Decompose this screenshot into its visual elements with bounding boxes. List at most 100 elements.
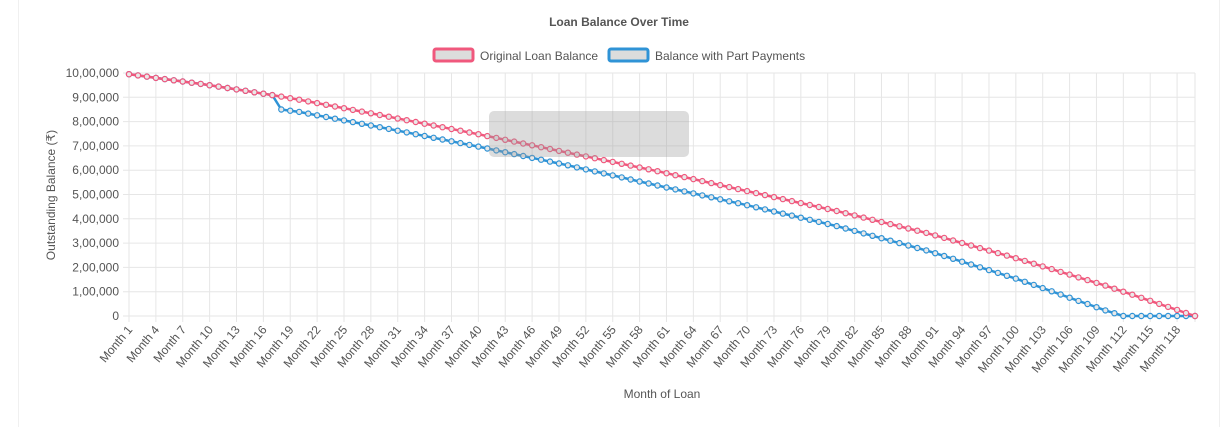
- data-point[interactable]: [600, 156, 608, 164]
- data-point[interactable]: [511, 150, 518, 158]
- data-point[interactable]: [511, 138, 518, 145]
- data-point[interactable]: [448, 138, 455, 145]
- data-point[interactable]: [1146, 312, 1154, 320]
- data-point[interactable]: [564, 149, 572, 156]
- data-point[interactable]: [340, 117, 348, 124]
- data-point[interactable]: [1129, 291, 1136, 298]
- data-point[interactable]: [188, 79, 195, 86]
- data-point[interactable]: [457, 139, 464, 147]
- data-point[interactable]: [734, 185, 742, 193]
- data-point[interactable]: [1138, 294, 1145, 301]
- data-point[interactable]: [376, 123, 383, 131]
- data-point[interactable]: [726, 183, 733, 191]
- data-point[interactable]: [1084, 300, 1091, 308]
- data-point[interactable]: [376, 111, 383, 119]
- data-point[interactable]: [1164, 312, 1172, 320]
- data-point[interactable]: [690, 175, 697, 183]
- data-point[interactable]: [331, 103, 339, 110]
- data-point[interactable]: [1164, 303, 1172, 311]
- data-point[interactable]: [905, 225, 912, 232]
- data-point[interactable]: [815, 218, 823, 226]
- data-point[interactable]: [1066, 271, 1073, 278]
- data-point[interactable]: [394, 127, 401, 134]
- data-point[interactable]: [600, 170, 608, 177]
- data-point[interactable]: [206, 81, 213, 89]
- data-point[interactable]: [761, 191, 769, 199]
- data-point[interactable]: [215, 83, 222, 90]
- data-point[interactable]: [555, 147, 563, 155]
- data-point[interactable]: [654, 182, 661, 189]
- data-point[interactable]: [941, 252, 948, 260]
- data-point[interactable]: [941, 234, 948, 242]
- data-point[interactable]: [806, 201, 814, 209]
- data-point[interactable]: [439, 123, 446, 131]
- data-point[interactable]: [591, 154, 599, 162]
- data-point[interactable]: [555, 160, 563, 167]
- data-point[interactable]: [125, 70, 133, 78]
- legend-label-original[interactable]: Original Loan Balance: [480, 49, 598, 63]
- data-point[interactable]: [1003, 272, 1011, 279]
- data-point[interactable]: [743, 187, 751, 195]
- legend-swatch-original[interactable]: [432, 47, 475, 63]
- data-point[interactable]: [761, 206, 769, 213]
- data-point[interactable]: [1048, 288, 1055, 295]
- data-point[interactable]: [502, 136, 509, 143]
- legend-label-part-payments[interactable]: Balance with Part Payments: [655, 49, 805, 63]
- data-point[interactable]: [367, 110, 375, 117]
- data-point[interactable]: [824, 220, 831, 228]
- data-point[interactable]: [636, 164, 643, 171]
- data-point[interactable]: [322, 113, 330, 121]
- data-point[interactable]: [833, 222, 840, 230]
- data-point[interactable]: [869, 232, 876, 239]
- data-point[interactable]: [1012, 255, 1020, 262]
- data-point[interactable]: [233, 86, 240, 93]
- data-point[interactable]: [296, 96, 303, 103]
- data-point[interactable]: [546, 158, 554, 165]
- data-point[interactable]: [421, 132, 428, 140]
- data-point[interactable]: [717, 181, 724, 189]
- data-point[interactable]: [896, 223, 903, 230]
- data-point[interactable]: [1003, 252, 1011, 259]
- data-point[interactable]: [681, 188, 688, 195]
- data-point[interactable]: [806, 216, 814, 223]
- data-point[interactable]: [331, 115, 339, 122]
- data-point[interactable]: [860, 214, 867, 221]
- data-point[interactable]: [788, 212, 796, 219]
- data-point[interactable]: [466, 129, 473, 136]
- data-point[interactable]: [878, 218, 885, 226]
- data-point[interactable]: [833, 207, 840, 215]
- data-point[interactable]: [493, 147, 500, 154]
- data-point[interactable]: [887, 220, 894, 228]
- data-point[interactable]: [923, 229, 930, 237]
- data-point[interactable]: [609, 172, 616, 179]
- data-point[interactable]: [726, 198, 733, 205]
- data-point[interactable]: [627, 176, 634, 183]
- data-point[interactable]: [994, 249, 1002, 257]
- data-point[interactable]: [358, 120, 366, 128]
- data-point[interactable]: [484, 132, 491, 140]
- data-point[interactable]: [949, 255, 957, 262]
- data-point[interactable]: [1111, 310, 1118, 317]
- data-point[interactable]: [967, 242, 975, 249]
- data-point[interactable]: [1111, 285, 1118, 292]
- data-point[interactable]: [1039, 284, 1046, 292]
- data-point[interactable]: [1120, 312, 1127, 320]
- data-point[interactable]: [537, 156, 545, 163]
- data-point[interactable]: [842, 225, 849, 232]
- data-point[interactable]: [313, 99, 321, 107]
- data-point[interactable]: [152, 74, 160, 82]
- data-point[interactable]: [349, 106, 357, 114]
- data-point[interactable]: [269, 91, 276, 99]
- data-point[interactable]: [752, 189, 760, 197]
- data-point[interactable]: [752, 204, 760, 211]
- data-point[interactable]: [1173, 306, 1181, 314]
- data-point[interactable]: [582, 166, 590, 173]
- data-point[interactable]: [1129, 312, 1136, 320]
- data-point[interactable]: [537, 143, 545, 151]
- data-point[interactable]: [914, 227, 921, 234]
- data-point[interactable]: [430, 122, 437, 129]
- data-point[interactable]: [860, 230, 867, 237]
- data-point[interactable]: [287, 107, 294, 114]
- data-point[interactable]: [448, 125, 455, 133]
- data-point[interactable]: [1021, 257, 1029, 265]
